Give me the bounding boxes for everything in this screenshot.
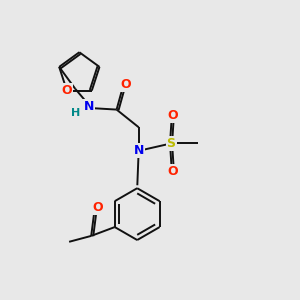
Text: O: O	[92, 201, 103, 214]
Text: O: O	[120, 78, 131, 92]
Text: N: N	[134, 144, 144, 157]
Text: N: N	[83, 100, 94, 113]
Text: O: O	[61, 84, 72, 97]
Text: O: O	[168, 165, 178, 178]
Text: O: O	[168, 109, 178, 122]
Text: H: H	[71, 107, 80, 118]
Text: S: S	[167, 137, 176, 150]
